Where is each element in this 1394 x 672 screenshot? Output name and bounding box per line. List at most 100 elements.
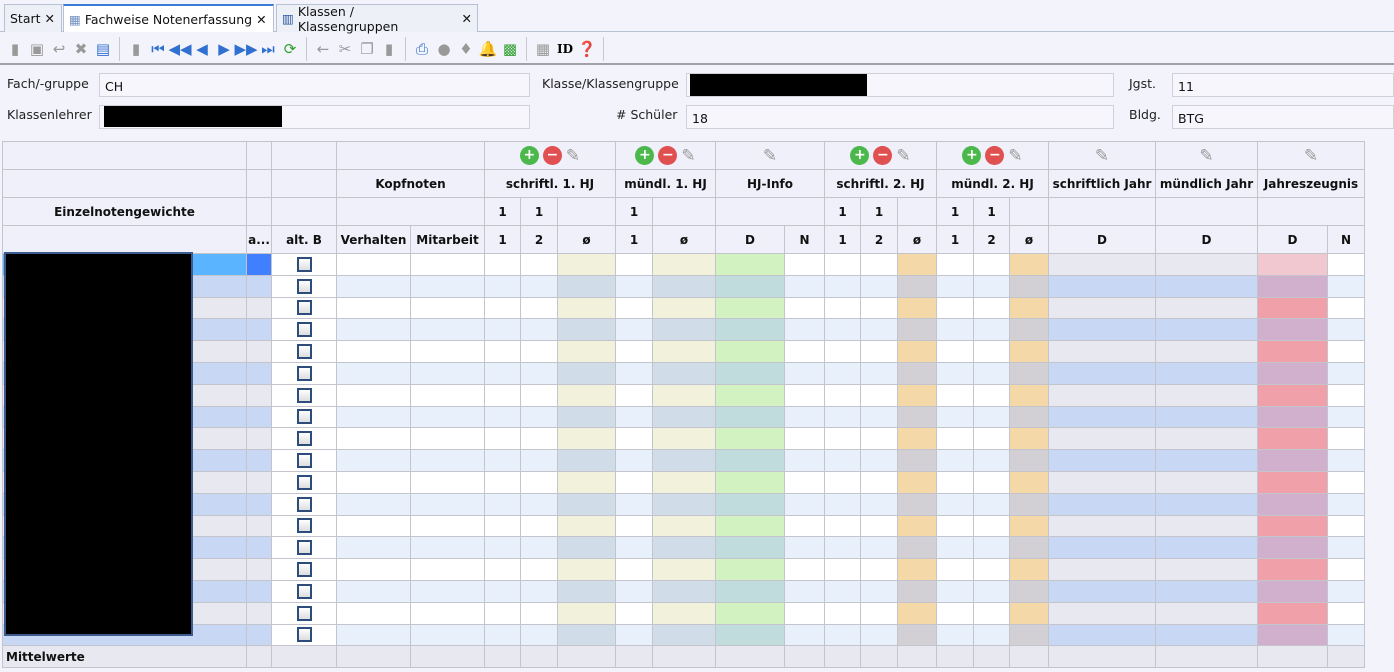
table-row[interactable]	[2, 536, 1365, 560]
mj-d-cell[interactable]	[1155, 361, 1258, 385]
col-a-cell[interactable]	[246, 536, 272, 560]
weight-cell[interactable]: 1	[860, 197, 898, 226]
hj-n-cell[interactable]	[784, 427, 825, 451]
alt-b-cell[interactable]	[271, 470, 337, 494]
m2-2-cell[interactable]	[973, 318, 1010, 342]
mj-d-cell[interactable]	[1155, 492, 1258, 516]
m2-1-cell[interactable]	[936, 253, 974, 276]
m1-avg-cell[interactable]	[652, 449, 716, 472]
mitarbeit-cell[interactable]	[410, 405, 485, 429]
jz-n-cell[interactable]	[1327, 340, 1365, 363]
sj-d-cell[interactable]	[1048, 514, 1156, 538]
m2-avg-cell[interactable]	[1009, 318, 1049, 342]
col-a-cell[interactable]	[246, 274, 272, 298]
col-alt-b[interactable]: alt. B	[271, 225, 337, 254]
alt-b-checkbox[interactable]	[296, 256, 312, 272]
m1-1-cell[interactable]	[615, 253, 653, 276]
sj-d-cell[interactable]	[1048, 623, 1156, 647]
s2-1-cell[interactable]	[824, 296, 861, 320]
hj-n-cell[interactable]	[784, 361, 825, 385]
m2-avg-cell[interactable]	[1009, 361, 1049, 385]
jz-d-cell[interactable]	[1257, 579, 1328, 603]
alt-b-cell[interactable]	[271, 318, 337, 342]
s2-avg-cell[interactable]	[897, 274, 937, 298]
hj-d-cell[interactable]	[715, 492, 785, 516]
alt-b-checkbox[interactable]	[296, 431, 312, 447]
s2-2-cell[interactable]	[860, 427, 898, 451]
s1-1-cell[interactable]	[484, 361, 521, 385]
s1-avg-cell[interactable]	[557, 449, 616, 472]
m1-1-cell[interactable]	[615, 340, 653, 363]
s1-2-cell[interactable]	[520, 340, 558, 363]
weight-cell[interactable]: 1	[824, 197, 861, 226]
verhalten-cell[interactable]	[336, 470, 411, 494]
s2-avg-cell[interactable]	[897, 340, 937, 363]
verhalten-cell[interactable]	[336, 449, 411, 472]
jz-n-cell[interactable]	[1327, 492, 1365, 516]
hj-n-cell[interactable]	[784, 492, 825, 516]
s2-2-cell[interactable]	[860, 536, 898, 560]
col-jz-n[interactable]: N	[1327, 225, 1365, 254]
m1-avg-cell[interactable]	[652, 274, 716, 298]
save-icon[interactable]: ▣	[29, 39, 45, 58]
table-row[interactable]	[2, 623, 1365, 647]
s2-1-cell[interactable]	[824, 274, 861, 298]
m2-2-cell[interactable]	[973, 579, 1010, 603]
s2-avg-cell[interactable]	[897, 470, 937, 494]
jz-n-cell[interactable]	[1327, 383, 1365, 407]
hj-d-cell[interactable]	[715, 514, 785, 538]
bell-icon[interactable]: 🔔	[478, 39, 498, 58]
col-hj-d[interactable]: D	[715, 225, 785, 254]
s1-1-cell[interactable]	[484, 536, 521, 560]
s1-1-cell[interactable]	[484, 623, 521, 647]
weight-cell[interactable]: 1	[936, 197, 974, 226]
m1-avg-cell[interactable]	[652, 470, 716, 494]
alt-b-checkbox[interactable]	[296, 453, 312, 469]
alt-b-checkbox[interactable]	[296, 627, 312, 643]
m2-1-cell[interactable]	[936, 274, 974, 298]
mj-d-cell[interactable]	[1155, 340, 1258, 363]
mj-d-cell[interactable]	[1155, 601, 1258, 625]
hj-d-cell[interactable]	[715, 274, 785, 298]
s2-1-cell[interactable]	[824, 579, 861, 603]
jz-n-cell[interactable]	[1327, 579, 1365, 603]
m2-avg-cell[interactable]	[1009, 449, 1049, 472]
excel-icon[interactable]: ▩	[502, 39, 518, 58]
s1-1-cell[interactable]	[484, 274, 521, 298]
jz-n-cell[interactable]	[1327, 449, 1365, 472]
jz-n-cell[interactable]	[1327, 536, 1365, 560]
alt-b-checkbox[interactable]	[296, 605, 312, 621]
s1-2-cell[interactable]	[520, 318, 558, 342]
s2-1-cell[interactable]	[824, 536, 861, 560]
m1-1-cell[interactable]	[615, 296, 653, 320]
m2-avg-cell[interactable]	[1009, 558, 1049, 581]
s2-1-cell[interactable]	[824, 558, 861, 581]
sj-d-cell[interactable]	[1048, 253, 1156, 276]
hj-n-cell[interactable]	[784, 383, 825, 407]
s1-2-cell[interactable]	[520, 470, 558, 494]
jz-n-cell[interactable]	[1327, 558, 1365, 581]
s1-avg-cell[interactable]	[557, 274, 616, 298]
s2-2-cell[interactable]	[860, 340, 898, 363]
col-a-cell[interactable]	[246, 492, 272, 516]
m1-1-cell[interactable]	[615, 514, 653, 538]
s2-2-cell[interactable]	[860, 579, 898, 603]
m1-avg-cell[interactable]	[652, 579, 716, 603]
hint-icon[interactable]: ♦	[459, 39, 473, 58]
m2-2-cell[interactable]	[973, 296, 1010, 320]
sj-d-cell[interactable]	[1048, 558, 1156, 581]
hj-d-cell[interactable]	[715, 318, 785, 342]
col-s2-1[interactable]: 1	[824, 225, 861, 254]
s1-avg-cell[interactable]	[557, 383, 616, 407]
m1-1-cell[interactable]	[615, 274, 653, 298]
jz-n-cell[interactable]	[1327, 601, 1365, 625]
s1-1-cell[interactable]	[484, 296, 521, 320]
table-row[interactable]	[2, 405, 1365, 429]
s1-1-cell[interactable]	[484, 253, 521, 276]
s1-avg-cell[interactable]	[557, 253, 616, 276]
preview-icon[interactable]: ●	[437, 39, 451, 58]
m1-1-cell[interactable]	[615, 383, 653, 407]
alt-b-checkbox[interactable]	[296, 344, 312, 360]
verhalten-cell[interactable]	[336, 558, 411, 581]
mitarbeit-cell[interactable]	[410, 253, 485, 276]
